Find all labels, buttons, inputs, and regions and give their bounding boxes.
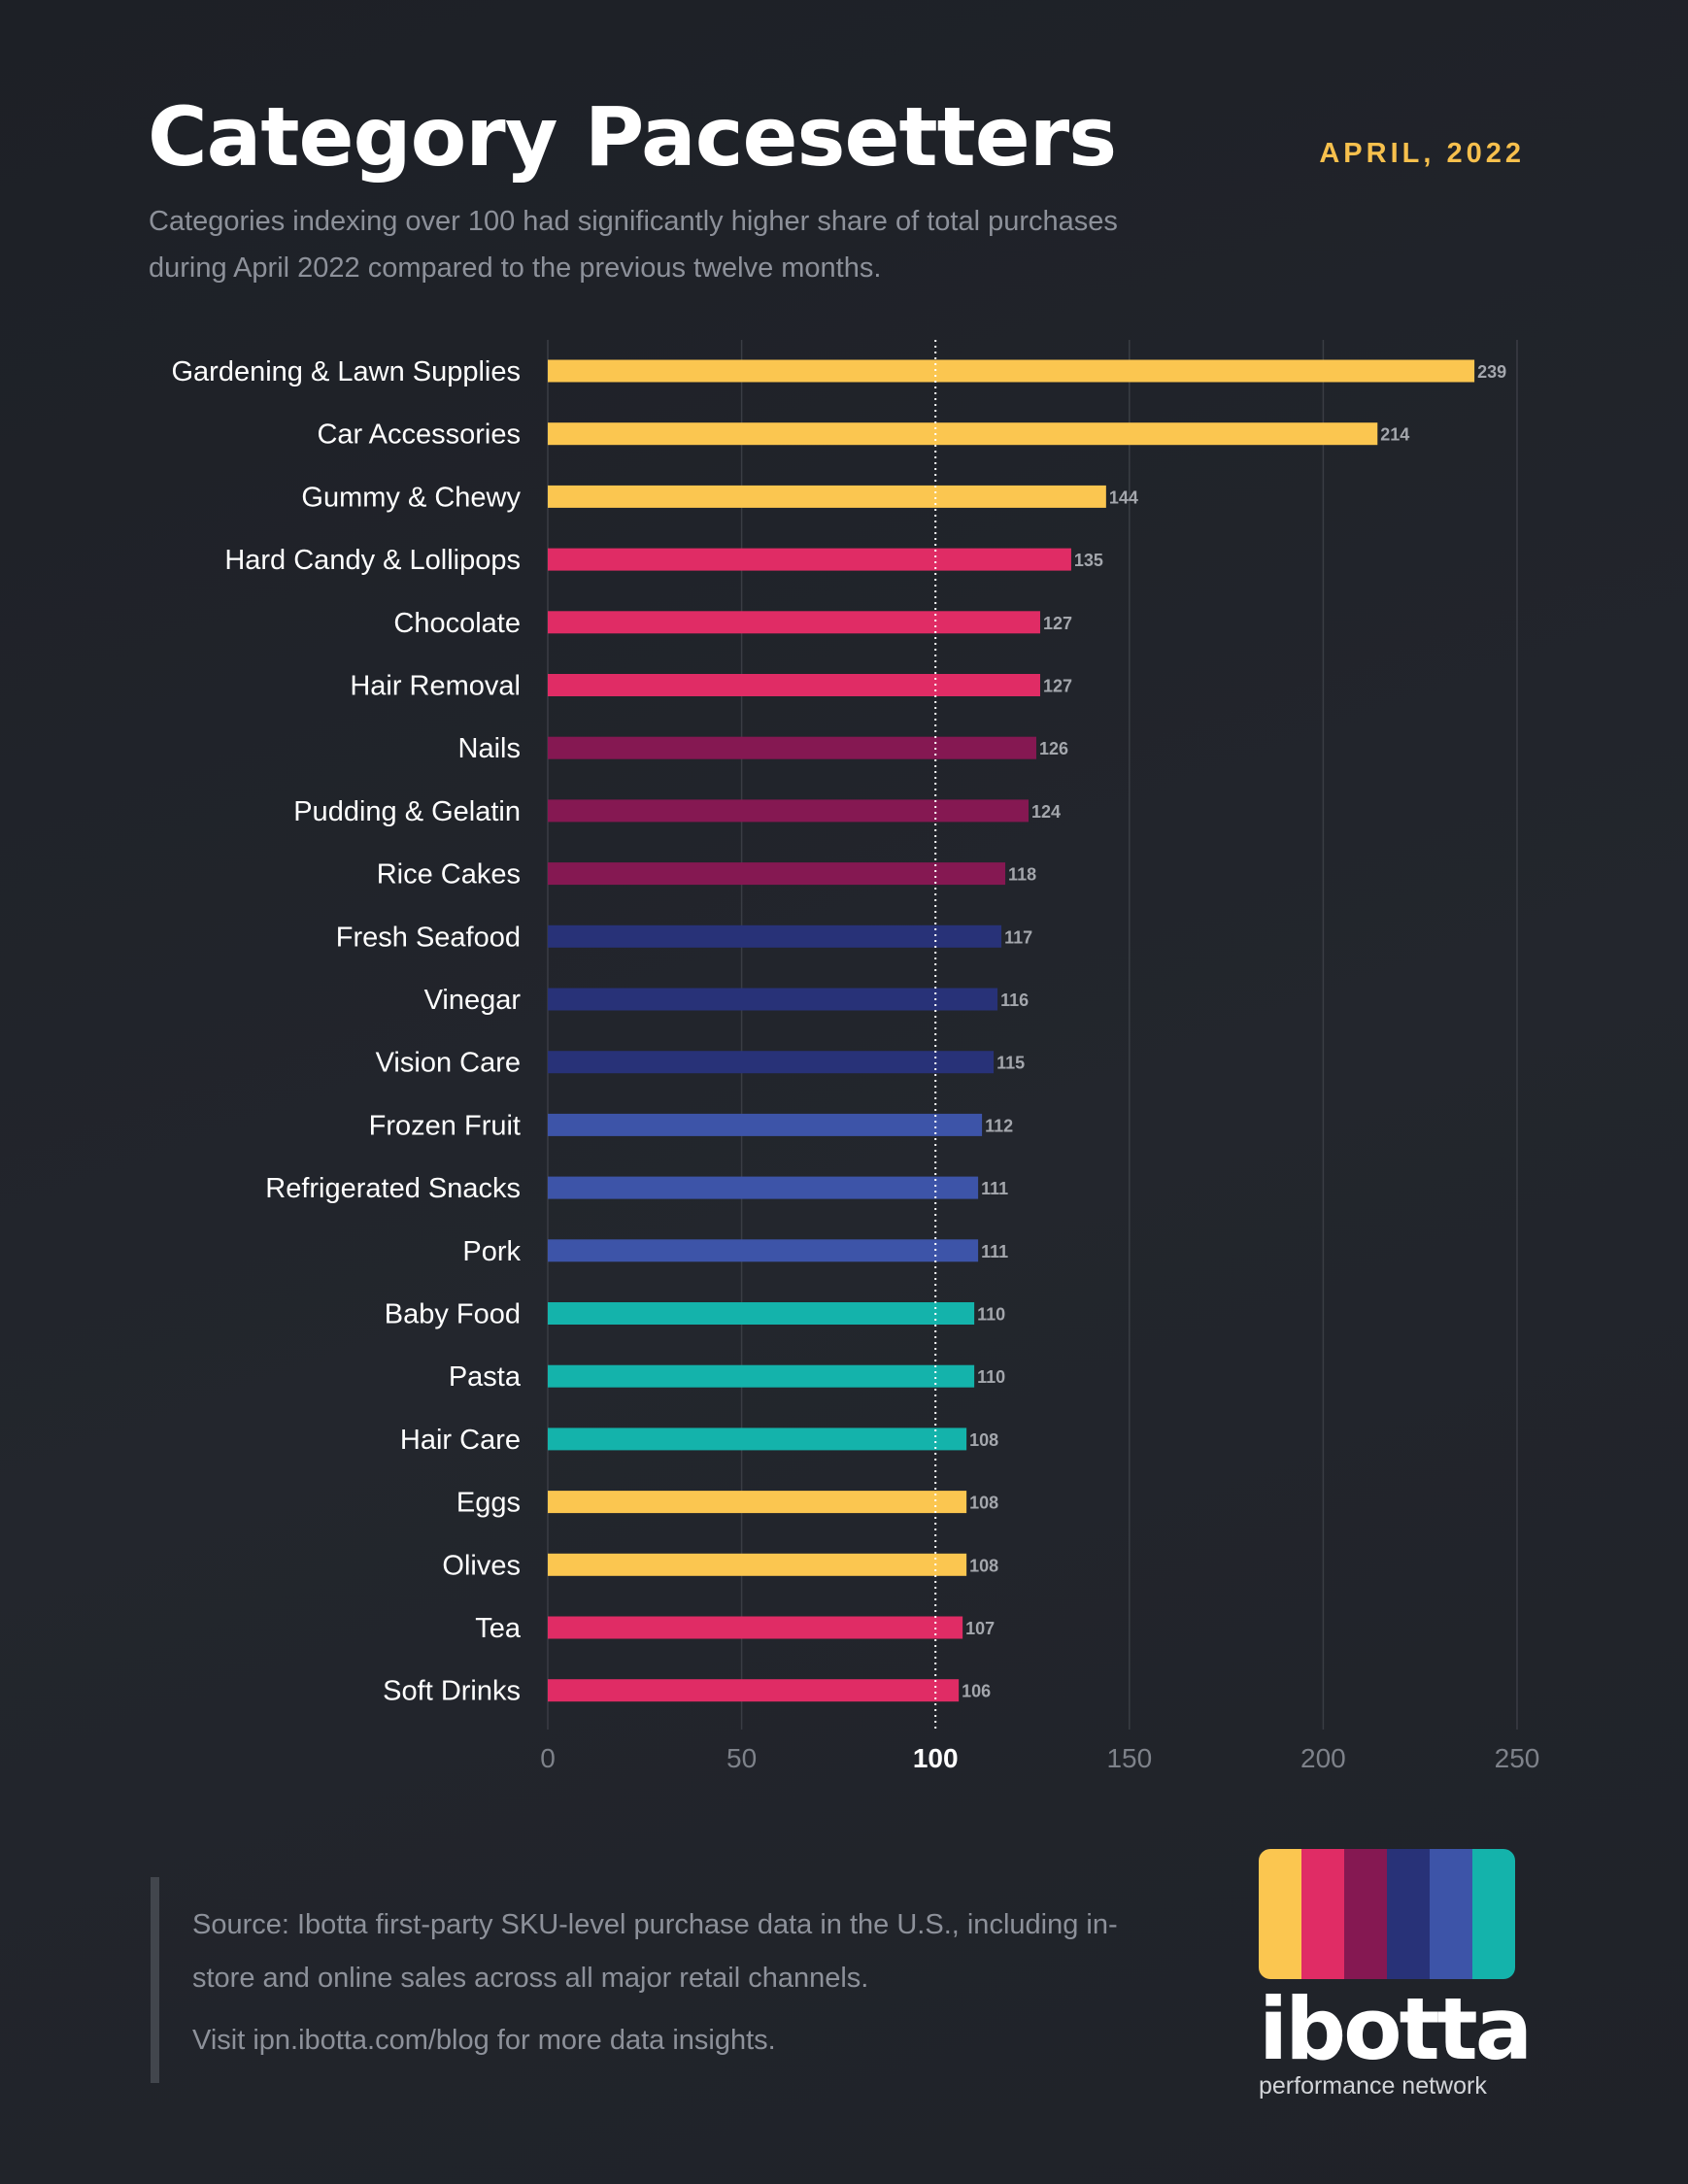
bar	[548, 862, 1006, 886]
x-tick-label: 0	[540, 1743, 556, 1773]
value-label: 106	[962, 1682, 991, 1701]
blog-link-text: Visit ipn.ibotta.com/blog for more data …	[192, 2025, 776, 2056]
category-label: Pasta	[449, 1361, 522, 1393]
x-tick-label: 250	[1495, 1743, 1540, 1773]
category-label: Hard Candy & Lollipops	[224, 545, 521, 576]
category-label: Fresh Seafood	[336, 922, 521, 953]
bar	[548, 988, 998, 1011]
value-label: 239	[1477, 362, 1506, 382]
logo-tagline: performance network	[1259, 2072, 1487, 2100]
bar	[548, 485, 1106, 508]
value-label: 214	[1380, 425, 1409, 445]
value-label: 108	[969, 1556, 998, 1575]
bar	[548, 1428, 967, 1451]
category-label: Chocolate	[393, 608, 521, 639]
labels: 0 50 100 150 200 250 Gardening & Lawn Supplies…	[171, 356, 1539, 1773]
category-label: Vinegar	[424, 985, 522, 1016]
bar	[548, 1364, 975, 1388]
bar-chart: 0 50 100 150 200 250 Gardening & Lawn Supplies…	[171, 340, 1540, 1773]
category-label: Car Accessories	[317, 420, 521, 451]
bars	[548, 359, 1475, 1702]
ibotta-logo: ibotta performance network	[1259, 1849, 1533, 2100]
logo-stripe	[1387, 1849, 1430, 1979]
value-label: 112	[985, 1116, 1013, 1135]
logo-stripe	[1430, 1849, 1472, 1979]
category-label: Frozen Fruit	[369, 1110, 521, 1141]
category-label: Hair Care	[400, 1425, 521, 1456]
value-label: 144	[1109, 487, 1138, 507]
category-label: Hair Removal	[350, 671, 521, 702]
value-label: 126	[1039, 739, 1068, 758]
value-label: 115	[996, 1054, 1025, 1073]
value-label: 110	[977, 1305, 1005, 1325]
bar	[548, 674, 1040, 696]
category-label: Tea	[475, 1613, 522, 1644]
bar	[548, 1176, 979, 1199]
value-label: 124	[1031, 802, 1061, 822]
value-label: 127	[1043, 614, 1072, 633]
bar	[548, 736, 1036, 759]
page-subtitle: Categories indexing over 100 had signifi…	[149, 206, 1118, 284]
logo-stripe	[1259, 1849, 1301, 1979]
value-label: 118	[1008, 865, 1036, 885]
x-tick-label: 150	[1106, 1743, 1152, 1773]
category-label: Baby Food	[385, 1299, 521, 1330]
source-text: Source: Ibotta first-party SKU-level pur…	[192, 1909, 1118, 1994]
report-date: APRIL, 2022	[1319, 138, 1525, 169]
category-label: Soft Drinks	[383, 1676, 521, 1707]
bar	[548, 1491, 967, 1514]
category-label: Refrigerated Snacks	[265, 1173, 521, 1204]
logo-wordmark: ibotta	[1259, 1979, 1533, 2079]
logo-stripe	[1301, 1849, 1344, 1979]
bar	[548, 1239, 979, 1262]
category-label: Nails	[458, 733, 521, 764]
x-tick-label: 200	[1300, 1743, 1346, 1773]
category-label: Vision Care	[376, 1048, 521, 1079]
logo-stripe	[1472, 1849, 1515, 1979]
category-label: Eggs	[456, 1488, 521, 1519]
category-label: Rice Cakes	[377, 859, 521, 890]
bar	[548, 1553, 967, 1576]
value-label: 107	[965, 1619, 995, 1638]
value-label: 116	[1000, 991, 1029, 1010]
bar	[548, 1113, 983, 1136]
value-label: 111	[981, 1179, 1008, 1198]
x-tick-label: 50	[726, 1743, 757, 1773]
source-note: Source: Ibotta first-party SKU-level pur…	[151, 1877, 1164, 2083]
logo-stripe	[1344, 1849, 1387, 1979]
bar	[548, 924, 1002, 948]
logo-stripes-icon	[1259, 1849, 1515, 1979]
x-tick-label: 100	[913, 1743, 959, 1773]
page-title: Category Pacesetters	[148, 89, 1117, 185]
category-label: Pork	[462, 1236, 521, 1267]
category-label: Gummy & Chewy	[301, 482, 521, 513]
bar	[548, 799, 1030, 823]
bar	[548, 422, 1378, 446]
bar	[548, 359, 1475, 383]
bar	[548, 1679, 960, 1702]
value-label: 110	[977, 1367, 1005, 1387]
bar	[548, 611, 1040, 634]
bar	[548, 548, 1071, 571]
category-label: Gardening & Lawn Supplies	[171, 356, 521, 387]
value-label: 111	[981, 1242, 1008, 1261]
bar	[548, 1051, 995, 1074]
bar	[548, 1616, 963, 1639]
category-label: Pudding & Gelatin	[293, 796, 521, 827]
value-label: 117	[1004, 927, 1032, 947]
value-label: 135	[1074, 551, 1103, 570]
value-label: 108	[969, 1430, 998, 1450]
category-label: Olives	[442, 1550, 521, 1581]
value-label: 108	[969, 1494, 998, 1513]
value-label: 127	[1043, 677, 1072, 696]
bar	[548, 1302, 975, 1325]
